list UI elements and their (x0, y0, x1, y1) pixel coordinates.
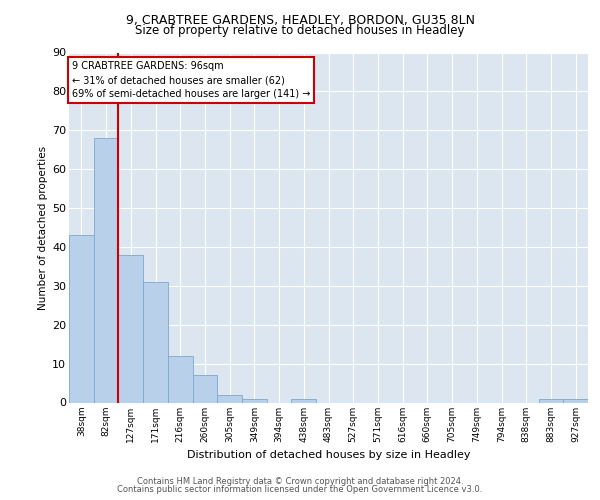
Bar (69, 236, 94, 402)
Text: 9 CRABTREE GARDENS: 96sqm
← 31% of detached houses are smaller (62)
69% of semi-: 9 CRABTREE GARDENS: 96sqm ← 31% of detac… (71, 61, 310, 99)
Bar (217, 394, 242, 402)
Bar (94, 138, 118, 402)
Bar (118, 254, 143, 402)
Bar (563, 398, 588, 402)
Text: Contains HM Land Registry data © Crown copyright and database right 2024.: Contains HM Land Registry data © Crown c… (137, 477, 463, 486)
Bar (193, 376, 217, 402)
X-axis label: Distribution of detached houses by size in Headley: Distribution of detached houses by size … (187, 450, 470, 460)
Text: 9, CRABTREE GARDENS, HEADLEY, BORDON, GU35 8LN: 9, CRABTREE GARDENS, HEADLEY, BORDON, GU… (125, 14, 475, 27)
Bar (292, 398, 316, 402)
Bar (242, 398, 267, 402)
Bar (143, 282, 168, 403)
Bar (168, 356, 193, 403)
Bar (539, 398, 563, 402)
Y-axis label: Number of detached properties: Number of detached properties (38, 146, 48, 310)
Text: Size of property relative to detached houses in Headley: Size of property relative to detached ho… (135, 24, 465, 37)
Text: Contains public sector information licensed under the Open Government Licence v3: Contains public sector information licen… (118, 484, 482, 494)
